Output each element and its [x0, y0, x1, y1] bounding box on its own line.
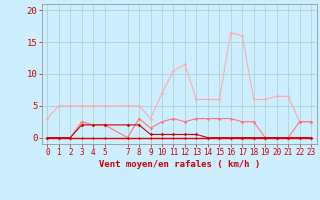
X-axis label: Vent moyen/en rafales ( km/h ): Vent moyen/en rafales ( km/h )	[99, 160, 260, 169]
